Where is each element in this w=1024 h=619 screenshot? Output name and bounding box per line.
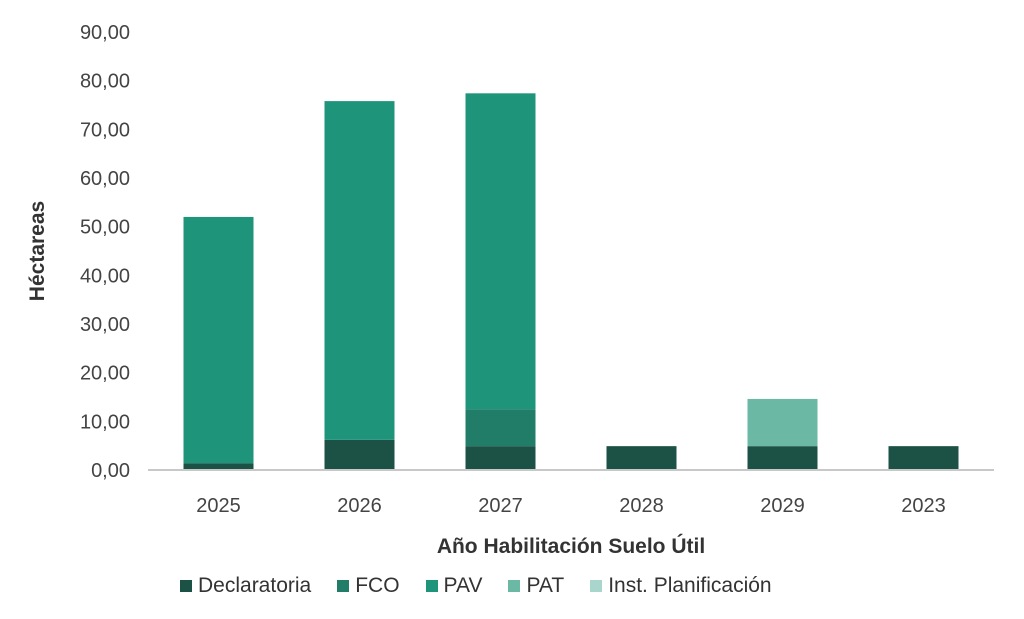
- legend: Declaratoria FCO PAV PAT Inst. Planificación: [180, 574, 798, 598]
- x-tick-label: 2027: [478, 495, 523, 517]
- y-tick-label: 0,00: [91, 460, 130, 482]
- bar-declaratoria-2028: [606, 446, 677, 470]
- legend-label: PAT: [526, 574, 565, 597]
- legend-swatch: [180, 580, 192, 592]
- x-tick-label: 2023: [901, 495, 946, 517]
- x-tick-label: 2029: [760, 495, 805, 517]
- bar-declaratoria-2023: [888, 446, 959, 470]
- x-tick-label: 2025: [196, 495, 241, 517]
- bar-pat-2029: [747, 398, 818, 447]
- y-tick-label: 60,00: [80, 168, 130, 190]
- bar-declaratoria-2027: [465, 446, 536, 470]
- legend-item: FCO: [337, 574, 400, 598]
- y-tick-label: 80,00: [80, 71, 130, 93]
- legend-swatch: [425, 580, 438, 592]
- legend-label: FCO: [355, 574, 400, 597]
- legend-item: PAV: [425, 574, 483, 598]
- legend-item: Declaratoria: [180, 574, 311, 598]
- bar-declaratoria-2029: [747, 446, 818, 470]
- x-tick-label: 2028: [619, 495, 664, 517]
- y-tick-label: 70,00: [80, 119, 130, 141]
- y-tick-label: 10,00: [80, 411, 130, 433]
- stacked-bar-chart: 0,00 10,00 20,00 30,00 40,00 50,00 60,00 70,00 8…: [26, 22, 994, 558]
- y-tick-label: 20,00: [80, 363, 130, 385]
- legend-item: PAT: [508, 574, 564, 598]
- y-tick-label: 30,00: [80, 314, 130, 336]
- legend-swatch: [508, 580, 521, 592]
- legend-label: Inst. Planificación: [608, 574, 772, 597]
- legend-swatch: [337, 580, 350, 592]
- legend-label: Declaratoria: [198, 574, 312, 597]
- bar-declaratoria-2026: [324, 439, 395, 470]
- legend-label: PAV: [443, 574, 483, 597]
- legend-swatch: [590, 580, 603, 592]
- x-tick-label: 2026: [337, 495, 382, 517]
- bar-declaratoria-2025: [183, 463, 254, 470]
- bar-pav-2025: [183, 216, 254, 464]
- legend-item: Inst. Planificación: [590, 574, 772, 598]
- y-tick-label: 90,00: [80, 22, 130, 44]
- bar-pav-2027: [465, 93, 536, 410]
- bar-pav-2026: [324, 101, 395, 440]
- y-axis-title: Héctareas: [26, 201, 49, 301]
- bar-fco-2027: [465, 409, 536, 447]
- y-tick-label: 40,00: [80, 265, 130, 287]
- y-tick-label: 50,00: [80, 217, 130, 239]
- x-axis-title: Año Habilitación Suelo Útil: [437, 534, 705, 558]
